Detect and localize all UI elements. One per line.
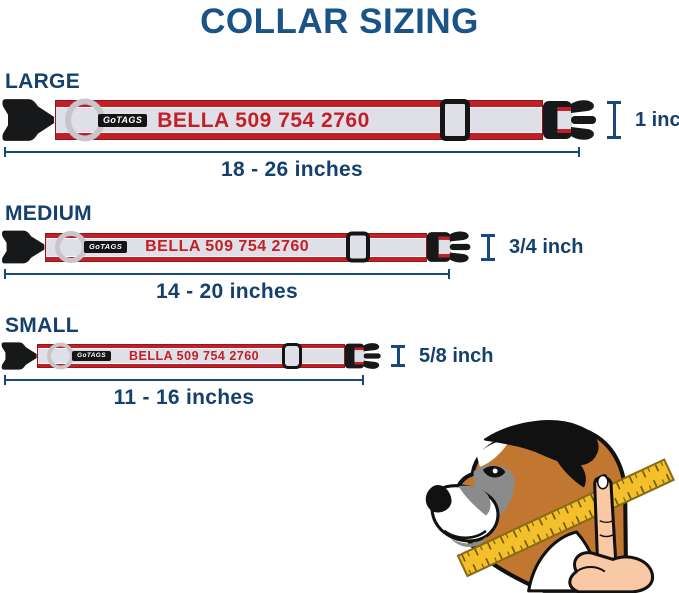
collar-graphic-medium: GoTAGS BELLA 509 754 2760 3/4 inch — [0, 229, 679, 265]
width-label: 5/8 inch — [419, 344, 494, 367]
d-ring-icon — [47, 342, 74, 370]
d-ring-icon — [55, 231, 87, 263]
brand-tag: GoTAGS — [98, 113, 148, 127]
length-measure: 14 - 20 inches — [4, 269, 679, 304]
size-label-medium: MEDIUM — [5, 202, 92, 225]
measuring-tape-icon — [456, 458, 676, 578]
personalization-text: BELLA 509 754 2760 — [129, 348, 260, 363]
size-section-medium: MEDIUM GoTAGS BELLA 509 754 2760 3/4 inc… — [0, 202, 679, 304]
slider-adjuster-icon — [282, 343, 302, 369]
hand-icon — [568, 476, 655, 593]
buckle-female-icon — [1, 342, 37, 370]
size-section-large: LARGE GoTAGS BELLA 509 754 2760 1 inch 1… — [0, 70, 679, 182]
measurement-line — [4, 147, 580, 157]
measurement-line — [4, 375, 364, 385]
width-label: 1 inch — [635, 108, 679, 131]
length-measure: 11 - 16 inches — [4, 375, 679, 410]
personalization-text: BELLA 509 754 2760 — [157, 108, 370, 132]
width-indicator-icon — [607, 101, 621, 139]
measurement-line — [4, 269, 450, 279]
length-measure: 18 - 26 inches — [4, 147, 679, 182]
length-range-label: 14 - 20 inches — [156, 280, 298, 303]
size-label-small: SMALL — [5, 314, 79, 337]
brand-tag: GoTAGS — [84, 241, 128, 253]
buckle-male-icon — [426, 231, 471, 263]
length-range-label: 11 - 16 inches — [113, 386, 255, 409]
buckle-female-icon — [2, 99, 55, 141]
brand-tag: GoTAGS — [72, 350, 111, 362]
collar-strap: GoTAGS BELLA 509 754 2760 — [55, 98, 543, 142]
boxer-dog-neck-measuring-tape-icon — [425, 420, 676, 593]
buckle-male-icon — [542, 100, 597, 140]
size-label-large: LARGE — [5, 70, 80, 93]
page-title: COLLAR SIZING — [200, 2, 479, 41]
buckle-female-icon — [2, 230, 45, 264]
width-label: 3/4 inch — [509, 235, 584, 258]
slider-adjuster-icon — [346, 231, 370, 263]
collar-graphic-small: GoTAGS BELLA 509 754 2760 5/8 inch — [0, 341, 679, 371]
width-indicator-icon — [391, 345, 405, 367]
collar-strap: GoTAGS BELLA 509 754 2760 — [37, 342, 345, 370]
width-indicator-icon — [481, 233, 495, 261]
size-section-small: SMALL GoTAGS BELLA 509 754 2760 5/8 inch… — [0, 314, 679, 410]
personalization-text: BELLA 509 754 2760 — [145, 238, 310, 255]
slider-adjuster-icon — [440, 99, 470, 141]
collar-strap: GoTAGS BELLA 509 754 2760 — [45, 231, 427, 263]
collar-graphic-large: GoTAGS BELLA 509 754 2760 1 inch — [0, 97, 679, 143]
length-range-label: 18 - 26 inches — [221, 158, 363, 181]
buckle-male-icon — [344, 343, 381, 369]
